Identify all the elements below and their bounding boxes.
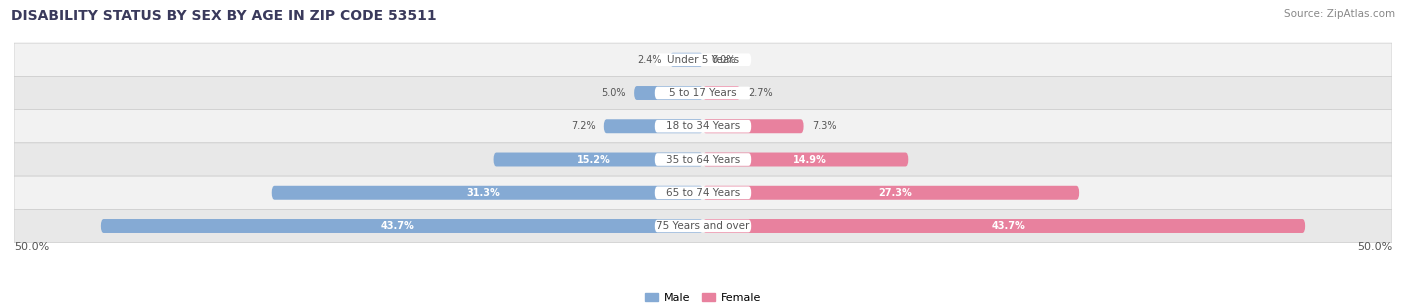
- FancyBboxPatch shape: [703, 186, 1080, 200]
- Text: 2.7%: 2.7%: [748, 88, 773, 98]
- FancyBboxPatch shape: [14, 143, 1392, 176]
- FancyBboxPatch shape: [655, 186, 751, 199]
- Legend: Male, Female: Male, Female: [641, 289, 765, 304]
- FancyBboxPatch shape: [14, 76, 1392, 110]
- Text: Under 5 Years: Under 5 Years: [666, 55, 740, 65]
- Text: 7.3%: 7.3%: [811, 121, 837, 131]
- Text: 35 to 64 Years: 35 to 64 Years: [666, 154, 740, 164]
- Text: 31.3%: 31.3%: [467, 188, 501, 198]
- FancyBboxPatch shape: [494, 153, 703, 167]
- Text: 15.2%: 15.2%: [578, 154, 612, 164]
- Text: DISABILITY STATUS BY SEX BY AGE IN ZIP CODE 53511: DISABILITY STATUS BY SEX BY AGE IN ZIP C…: [11, 9, 437, 23]
- FancyBboxPatch shape: [14, 209, 1392, 243]
- Text: 5 to 17 Years: 5 to 17 Years: [669, 88, 737, 98]
- Text: 27.3%: 27.3%: [879, 188, 912, 198]
- Text: 75 Years and over: 75 Years and over: [657, 221, 749, 231]
- FancyBboxPatch shape: [271, 186, 703, 200]
- FancyBboxPatch shape: [634, 86, 703, 100]
- FancyBboxPatch shape: [655, 87, 751, 99]
- Text: 43.7%: 43.7%: [991, 221, 1025, 231]
- FancyBboxPatch shape: [655, 54, 751, 66]
- FancyBboxPatch shape: [703, 119, 804, 133]
- Text: 14.9%: 14.9%: [793, 154, 827, 164]
- Text: 65 to 74 Years: 65 to 74 Years: [666, 188, 740, 198]
- FancyBboxPatch shape: [703, 153, 908, 167]
- FancyBboxPatch shape: [14, 110, 1392, 143]
- FancyBboxPatch shape: [101, 219, 703, 233]
- Text: 5.0%: 5.0%: [602, 88, 626, 98]
- FancyBboxPatch shape: [14, 176, 1392, 209]
- Text: Source: ZipAtlas.com: Source: ZipAtlas.com: [1284, 9, 1395, 19]
- Text: 0.0%: 0.0%: [711, 55, 735, 65]
- FancyBboxPatch shape: [655, 120, 751, 133]
- Text: 7.2%: 7.2%: [571, 121, 596, 131]
- FancyBboxPatch shape: [655, 153, 751, 166]
- FancyBboxPatch shape: [14, 43, 1392, 76]
- Text: 2.4%: 2.4%: [637, 55, 662, 65]
- FancyBboxPatch shape: [669, 53, 703, 67]
- FancyBboxPatch shape: [703, 219, 1305, 233]
- Text: 50.0%: 50.0%: [1357, 242, 1392, 252]
- Text: 18 to 34 Years: 18 to 34 Years: [666, 121, 740, 131]
- Text: 43.7%: 43.7%: [381, 221, 415, 231]
- FancyBboxPatch shape: [603, 119, 703, 133]
- FancyBboxPatch shape: [655, 220, 751, 232]
- Text: 50.0%: 50.0%: [14, 242, 49, 252]
- FancyBboxPatch shape: [703, 86, 740, 100]
